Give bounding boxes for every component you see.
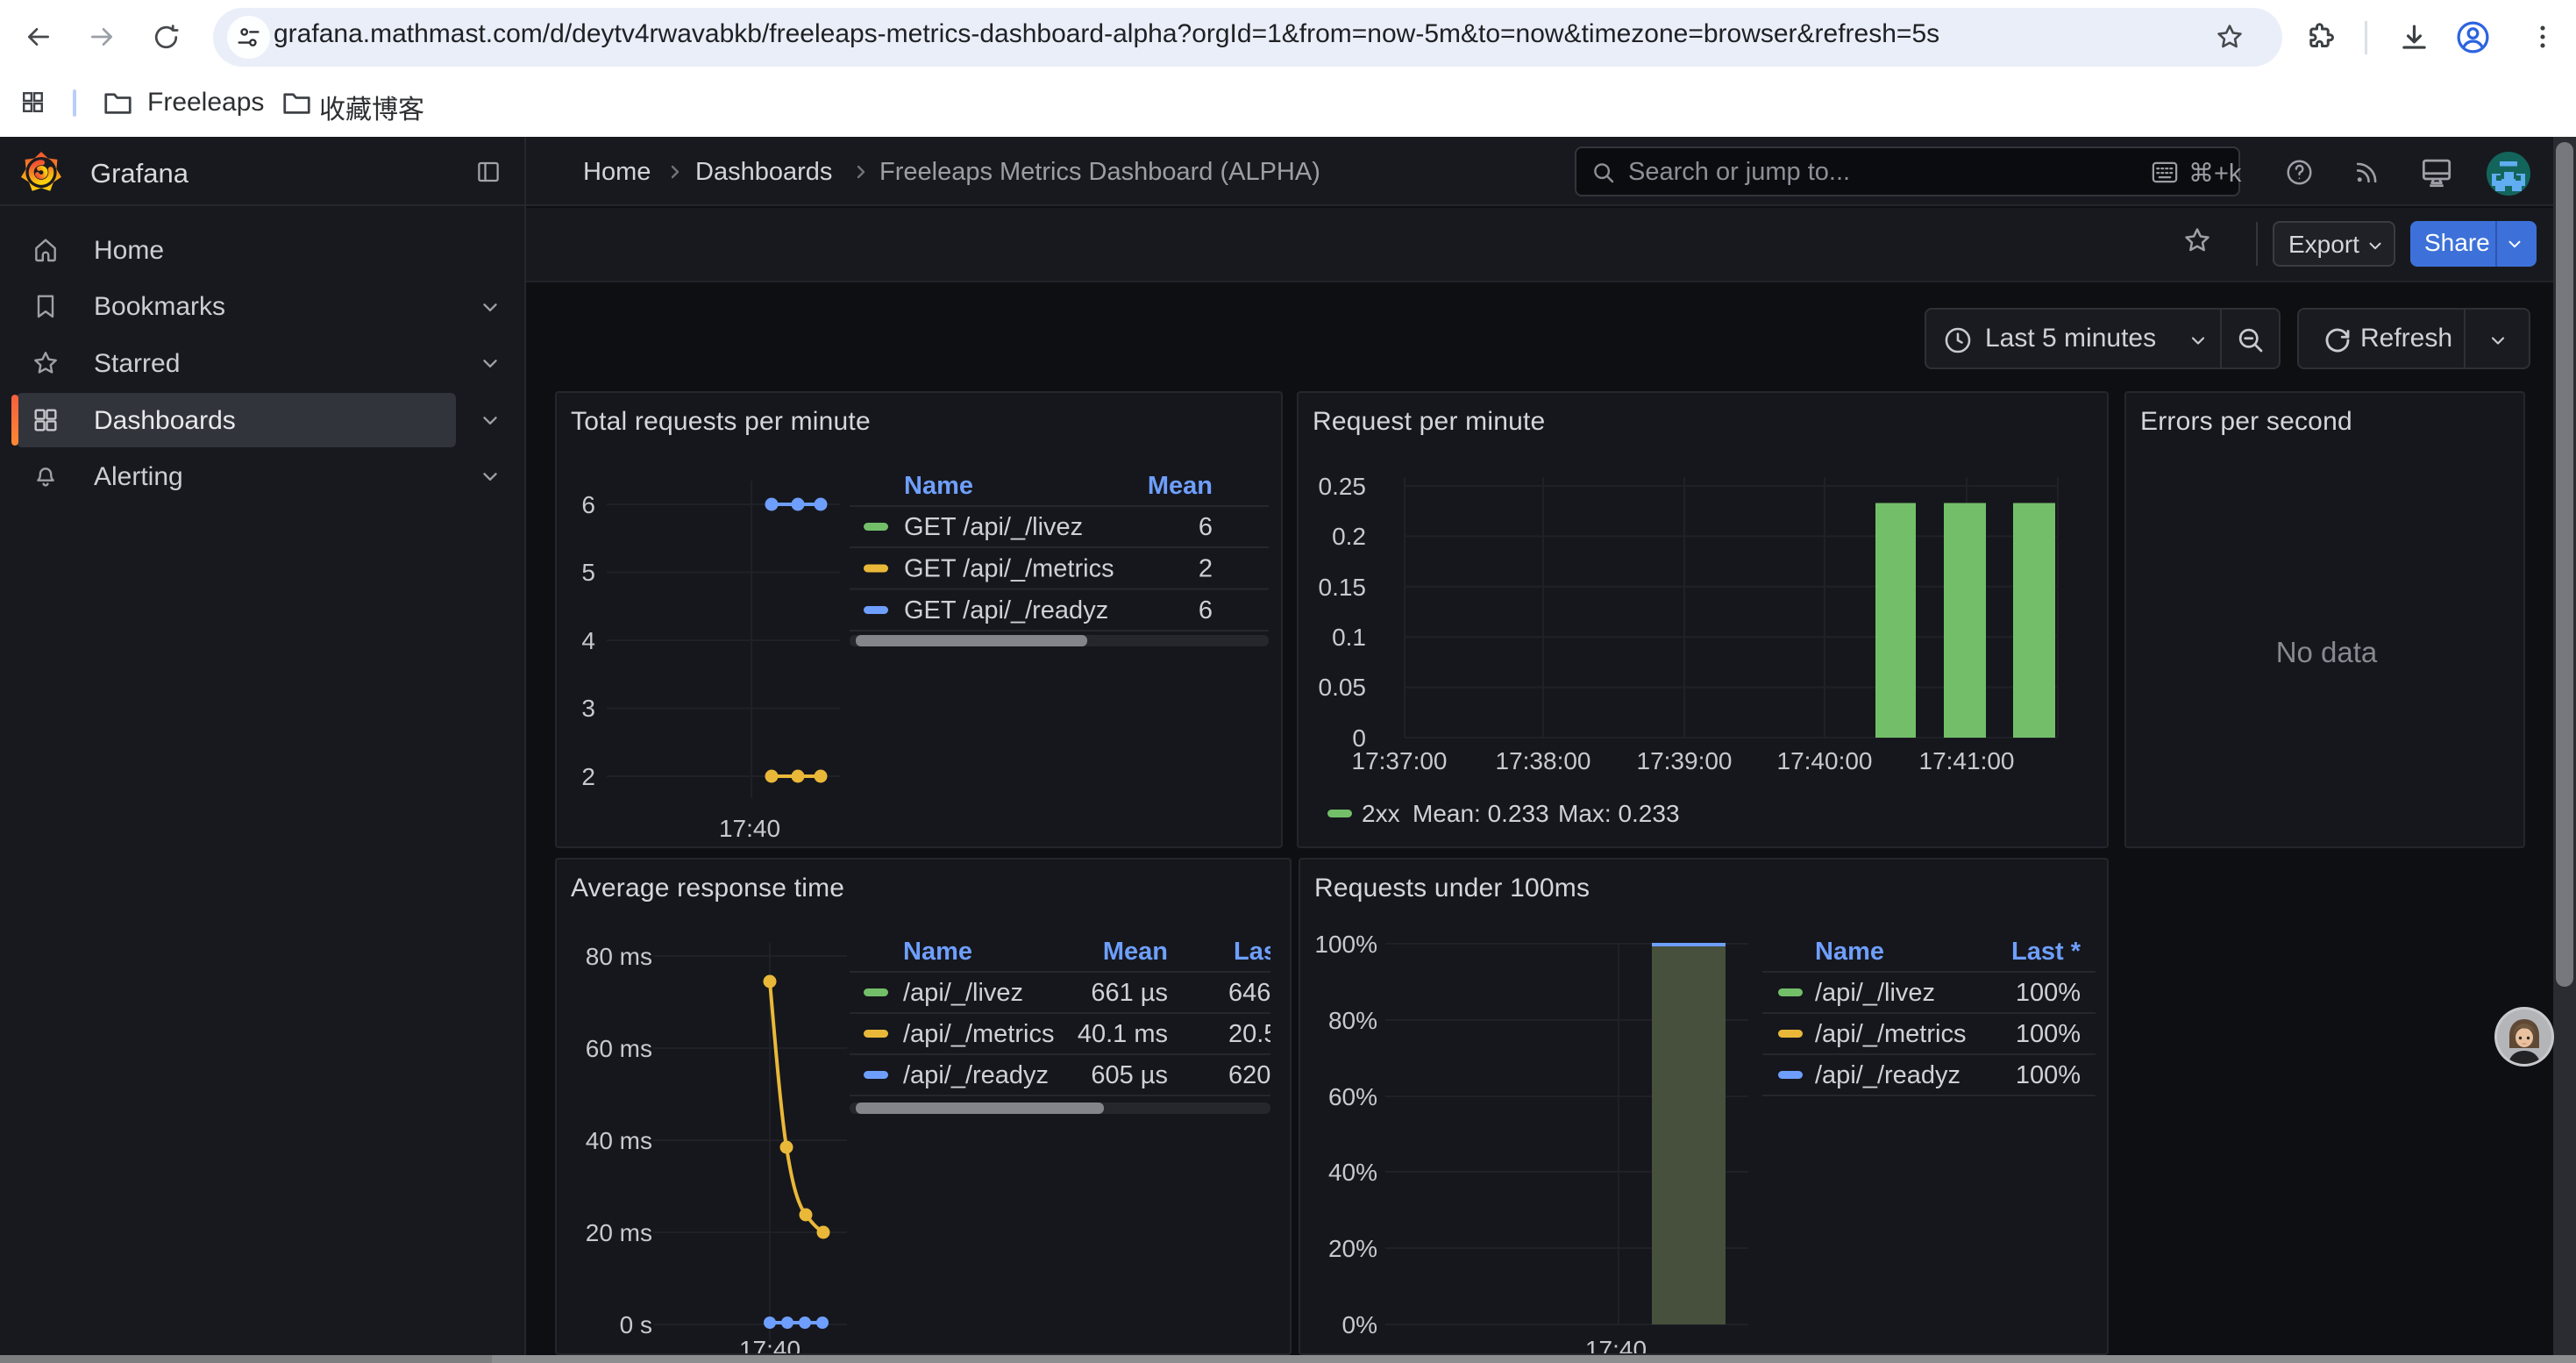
svg-text:Name: Name [904, 472, 973, 500]
svg-text:4: 4 [581, 627, 595, 654]
svg-text:60 ms: 60 ms [586, 1035, 652, 1062]
svg-text:80%: 80% [1328, 1007, 1377, 1034]
svg-text:6: 6 [1199, 513, 1213, 541]
svg-text:0.2: 0.2 [1332, 523, 1366, 550]
svg-text:Name: Name [1815, 938, 1884, 966]
svg-text:0 s: 0 s [620, 1311, 652, 1338]
svg-text:0.15: 0.15 [1319, 574, 1367, 601]
svg-text:17:40: 17:40 [719, 815, 780, 842]
svg-text:661 µs: 661 µs [1091, 979, 1168, 1007]
svg-text:17:41:00: 17:41:00 [1919, 747, 2015, 774]
svg-text:40%: 40% [1328, 1159, 1377, 1186]
svg-text:17:37:00: 17:37:00 [1352, 747, 1448, 774]
svg-text:100%: 100% [2016, 979, 2081, 1007]
svg-text:17:39:00: 17:39:00 [1637, 747, 1733, 774]
svg-text:17:40:00: 17:40:00 [1777, 747, 1873, 774]
svg-text:40.1 ms: 40.1 ms [1078, 1020, 1168, 1048]
svg-text:Mean: Mean [1148, 472, 1213, 500]
svg-text:2xx: 2xx [1362, 800, 1400, 827]
svg-text:20 ms: 20 ms [586, 1219, 652, 1246]
svg-text:6: 6 [581, 491, 595, 518]
svg-text:GET /api/_/metrics: GET /api/_/metrics [904, 555, 1114, 583]
svg-text:17:40: 17:40 [1585, 1336, 1647, 1353]
svg-text:0%: 0% [1342, 1311, 1377, 1338]
svg-text:Name: Name [903, 938, 972, 966]
svg-text:GET /api/_/readyz: GET /api/_/readyz [904, 596, 1108, 624]
svg-text:17:38:00: 17:38:00 [1496, 747, 1591, 774]
svg-text:Last *: Last * [2011, 938, 2081, 966]
svg-text:/api/_/livez: /api/_/livez [1815, 979, 1935, 1007]
svg-text:20%: 20% [1328, 1235, 1377, 1262]
svg-text:0.25: 0.25 [1319, 473, 1367, 500]
svg-text:/api/_/metrics: /api/_/metrics [903, 1020, 1054, 1048]
svg-text:/api/_/livez: /api/_/livez [903, 979, 1023, 1007]
svg-text:80 ms: 80 ms [586, 943, 652, 970]
svg-text:/api/_/readyz: /api/_/readyz [1815, 1061, 1960, 1089]
svg-text:60%: 60% [1328, 1083, 1377, 1110]
svg-text:3: 3 [581, 695, 595, 722]
svg-text:Last *: Last * [1234, 938, 1290, 966]
svg-text:17:40: 17:40 [739, 1336, 801, 1353]
svg-text:2: 2 [1199, 555, 1213, 583]
svg-text:620: 620 [1228, 1061, 1270, 1089]
svg-text:40 ms: 40 ms [586, 1127, 652, 1154]
svg-text:100%: 100% [2016, 1061, 2081, 1089]
svg-text:/api/_/metrics: /api/_/metrics [1815, 1020, 1966, 1048]
svg-text:2: 2 [581, 763, 595, 790]
svg-text:5: 5 [581, 559, 595, 586]
svg-text:Mean: Mean [1103, 938, 1168, 966]
svg-text:646: 646 [1228, 979, 1270, 1007]
svg-text:Max: 0.233: Max: 0.233 [1558, 800, 1680, 827]
svg-text:100%: 100% [2016, 1020, 2081, 1048]
svg-text:605 µs: 605 µs [1091, 1061, 1168, 1089]
svg-text:100%: 100% [1314, 931, 1377, 958]
svg-text:0.05: 0.05 [1319, 674, 1367, 701]
svg-text:0.1: 0.1 [1332, 624, 1366, 651]
svg-text:Mean: 0.233: Mean: 0.233 [1413, 800, 1549, 827]
svg-text:20.5 ms: 20.5 ms [1228, 1020, 1290, 1048]
svg-text:6: 6 [1199, 596, 1213, 624]
svg-text:0: 0 [1352, 724, 1366, 752]
svg-text:/api/_/readyz: /api/_/readyz [903, 1061, 1049, 1089]
svg-text:GET /api/_/livez: GET /api/_/livez [904, 513, 1083, 541]
